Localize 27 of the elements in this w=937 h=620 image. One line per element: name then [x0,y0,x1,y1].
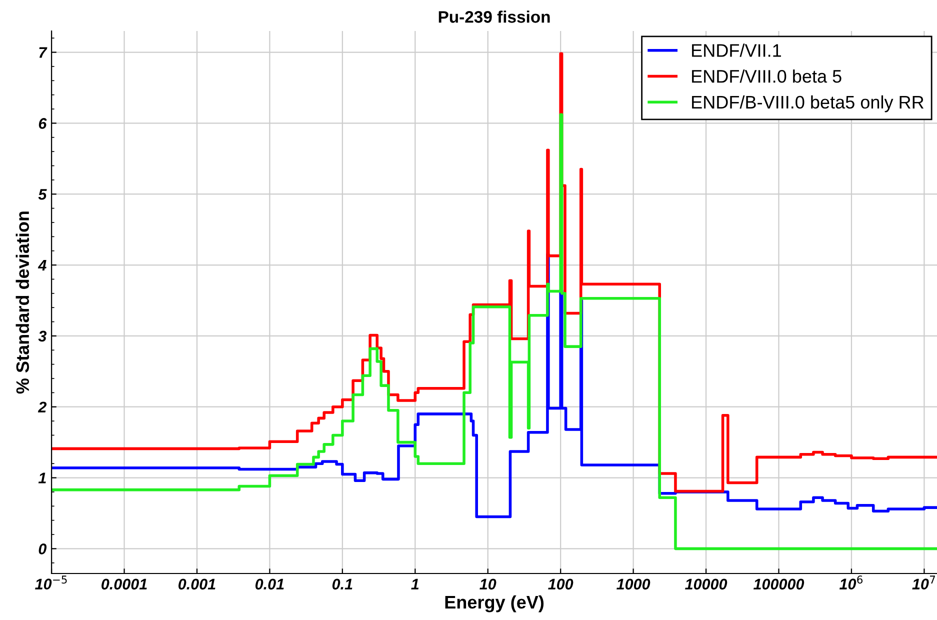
y-tick-label: 3 [38,330,47,342]
x-tick-label: 100 [548,578,574,590]
x-tick-label: 100000 [754,578,804,590]
y-tick-label: 5 [38,189,47,200]
legend-label: ENDF/VIII.0 beta 5 [692,70,842,83]
y-tick-label: 4 [38,260,46,271]
x-tick-label: 10$^{−5}$ [35,576,67,590]
y-axis-title: % Standard deviation [16,212,30,394]
x-axis-title: Energy (eV) [445,595,544,612]
y-tick-label: 7 [39,47,48,58]
x-tick-label: 10 [480,578,496,590]
y-tick-label: 1 [38,472,46,484]
x-tick-label: 1000 [616,578,650,590]
x-tick-label: 10$^{7}$ [912,576,935,590]
x-tick-label: 0.0001 [102,578,147,590]
x-tick-label: 0.001 [178,578,216,590]
x-tick-label: 0.1 [332,578,352,590]
y-tick-label: 2 [38,402,47,412]
x-tick-label: 10000 [685,578,728,590]
chart-title: Pu-239 fission [438,10,550,23]
legend-label: ENDF/B-VIII.0 beta5 only RR [692,95,924,112]
x-tick-label: 1 [411,578,419,590]
legend-label: ENDF/VII.1 [692,44,781,57]
y-tick-label: 0 [38,544,47,554]
y-tick-label: 6 [38,118,47,129]
x-tick-label: 10$^{6}$ [839,576,863,590]
x-tick-label: 0.01 [255,578,284,590]
